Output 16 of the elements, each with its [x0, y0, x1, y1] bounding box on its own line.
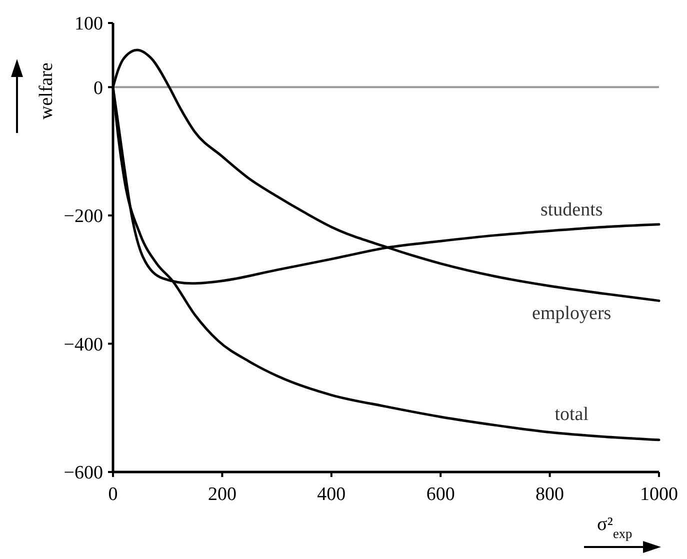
series-label: employers [532, 303, 612, 324]
x-tick-label: 400 [317, 484, 346, 505]
x-tick-label: 0 [108, 484, 118, 505]
y-tick-label: 0 [94, 78, 103, 99]
series-label: total [554, 404, 589, 426]
y-axis-title: welfare [36, 62, 57, 120]
x-tick-label: 600 [426, 484, 455, 505]
y-tick-label: 100 [74, 14, 103, 35]
y-tick-label: −600 [64, 462, 103, 484]
x-tick-label: 200 [208, 484, 236, 505]
x-tick-label: 1000 [640, 484, 678, 505]
x-axis-title: σ²$_{exp}$ [597, 514, 633, 540]
y-tick-label: −200 [64, 206, 103, 228]
y-tick-label: −400 [64, 334, 103, 356]
x-tick-label: 800 [536, 484, 564, 505]
series-label: students [540, 199, 603, 220]
